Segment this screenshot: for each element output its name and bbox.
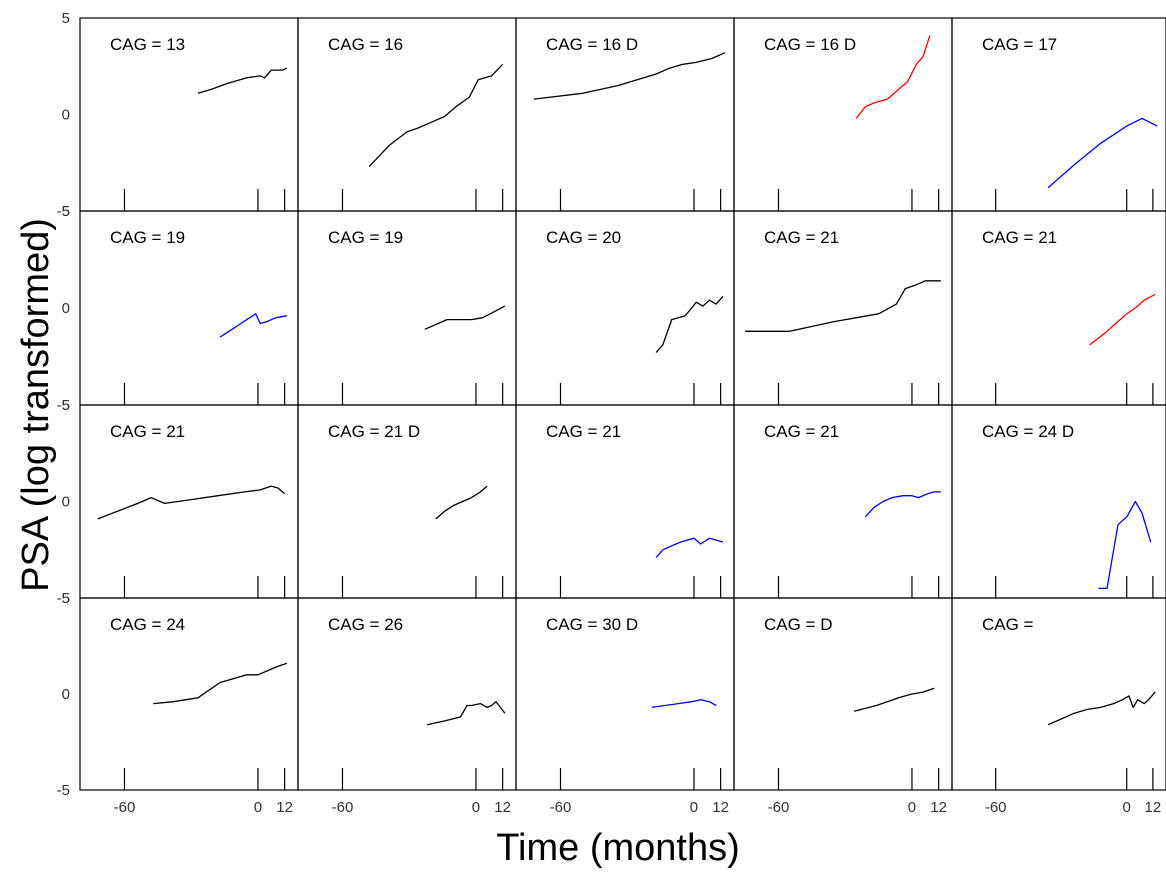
panel-title: CAG = 21	[546, 422, 621, 441]
x-tick-label: 12	[276, 799, 293, 816]
series-line	[368, 63, 504, 168]
x-tick-label: 0	[908, 799, 916, 816]
x-tick-labels: -60 0 12 -60 0 12 -60 0 12 -60 0 12 -60 0 12	[114, 799, 1162, 816]
panel-title: CAG = 16	[328, 35, 403, 54]
x-axis-title: Time (months)	[496, 827, 740, 869]
panel-2: CAG = 16	[297, 17, 517, 212]
panel-title: CAG = 16 D	[546, 35, 638, 54]
panel-title: CAG = 17	[982, 35, 1057, 54]
panel-title: CAG = 20	[546, 228, 621, 247]
series-line	[655, 537, 724, 558]
x-tick-label: 0	[1123, 799, 1131, 816]
panel-title: CAG = 19	[328, 228, 403, 247]
panel-title: CAG = 26	[328, 615, 403, 634]
y-axis-title-text: PSA (log transformed)	[15, 218, 57, 592]
x-tick-label: 12	[1145, 799, 1162, 816]
x-tick-label: 0	[472, 799, 480, 816]
panel-title: CAG = D	[764, 615, 833, 634]
series-line	[1047, 117, 1158, 189]
x-tick-label: 12	[930, 799, 947, 816]
y-tick-label: -5	[57, 203, 70, 220]
series-line	[651, 699, 717, 709]
panel-title: CAG = 16 D	[764, 35, 856, 54]
panel-title: CAG = 19	[110, 228, 185, 247]
panel-5: CAG = 17	[951, 17, 1166, 212]
panel-13: CAG = 21	[515, 404, 735, 599]
series-line	[219, 313, 288, 338]
series-line	[853, 687, 935, 712]
series-line	[424, 305, 506, 330]
panel-11: CAG = 21	[79, 404, 299, 599]
panel-frame	[951, 597, 1166, 791]
y-tick-labels: 5 0 5 0 5 0 5 0 -5 -5 -5 -5	[57, 10, 70, 799]
panel-title: CAG = 21	[764, 228, 839, 247]
panel-6: CAG = 19	[79, 210, 299, 406]
panel-1: CAG = 13	[79, 17, 299, 212]
x-tick-label: -60	[550, 799, 572, 816]
panel-7: CAG = 19	[297, 210, 517, 406]
panel-title: CAG = 13	[110, 35, 185, 54]
panel-4: CAG = 16 D	[733, 17, 953, 212]
y-tick-label: 0	[62, 686, 70, 703]
x-tick-label: -60	[332, 799, 354, 816]
panel-title: CAG = 24 D	[982, 422, 1074, 441]
x-tick-label: 0	[254, 799, 262, 816]
series-line	[153, 662, 288, 705]
series-line	[855, 35, 931, 119]
panel-17: CAG = 26	[297, 597, 517, 791]
panel-title: CAG = 24	[110, 615, 185, 634]
series-line	[97, 485, 286, 520]
series-line	[745, 280, 941, 332]
y-tick-label: 5	[62, 203, 70, 220]
y-tick-label: 0	[62, 107, 70, 124]
y-axis-title: PSA (log transformed)	[15, 218, 57, 592]
y-tick-label: 0	[62, 300, 70, 317]
panel-9: CAG = 21	[733, 210, 953, 406]
x-tick-label: -60	[114, 799, 136, 816]
panel-title: CAG = 21 D	[328, 422, 420, 441]
x-tick-label: 0	[690, 799, 698, 816]
panel-15: CAG = 24 D	[951, 404, 1166, 599]
series-line	[1089, 293, 1156, 346]
panel-20: CAG =	[951, 597, 1166, 791]
series-line	[197, 67, 288, 94]
panel-12: CAG = 21 D	[297, 404, 517, 599]
panel-19: CAG = D	[733, 597, 953, 791]
y-tick-label: 5	[62, 590, 70, 607]
x-tick-label: -60	[768, 799, 790, 816]
x-tick-label: -60	[985, 799, 1007, 816]
series-line	[533, 52, 726, 100]
series-line	[864, 491, 941, 518]
panel-title: CAG = 21	[110, 422, 185, 441]
y-tick-label: 5	[62, 10, 70, 27]
panel-title: CAG =	[982, 615, 1034, 634]
panel-3: CAG = 16 D	[515, 17, 735, 212]
y-tick-label: 0	[62, 494, 70, 511]
panel-8: CAG = 20	[515, 210, 735, 406]
series-line	[1047, 691, 1156, 726]
y-tick-label: -5	[57, 397, 70, 414]
panels-layer: CAG = 13 CAG = 16 CAG = 16 D CAG = 16 D CAG …	[79, 17, 1166, 791]
x-tick-label: 12	[712, 799, 729, 816]
y-tick-label: 5	[62, 397, 70, 414]
panel-title: CAG = 21	[982, 228, 1057, 247]
series-line	[426, 701, 506, 726]
panel-14: CAG = 21	[733, 404, 953, 599]
x-tick-label: 12	[494, 799, 511, 816]
panel-title: CAG = 21	[764, 422, 839, 441]
y-tick-label: -5	[57, 590, 70, 607]
y-tick-label: -5	[57, 782, 70, 799]
series-line	[435, 485, 488, 520]
series-line	[1098, 500, 1152, 590]
panel-18: CAG = 30 D	[515, 597, 735, 791]
panel-16: CAG = 24	[79, 597, 299, 791]
panel-10: CAG = 21	[951, 210, 1166, 406]
series-line	[655, 295, 724, 354]
panel-title: CAG = 30 D	[546, 615, 638, 634]
